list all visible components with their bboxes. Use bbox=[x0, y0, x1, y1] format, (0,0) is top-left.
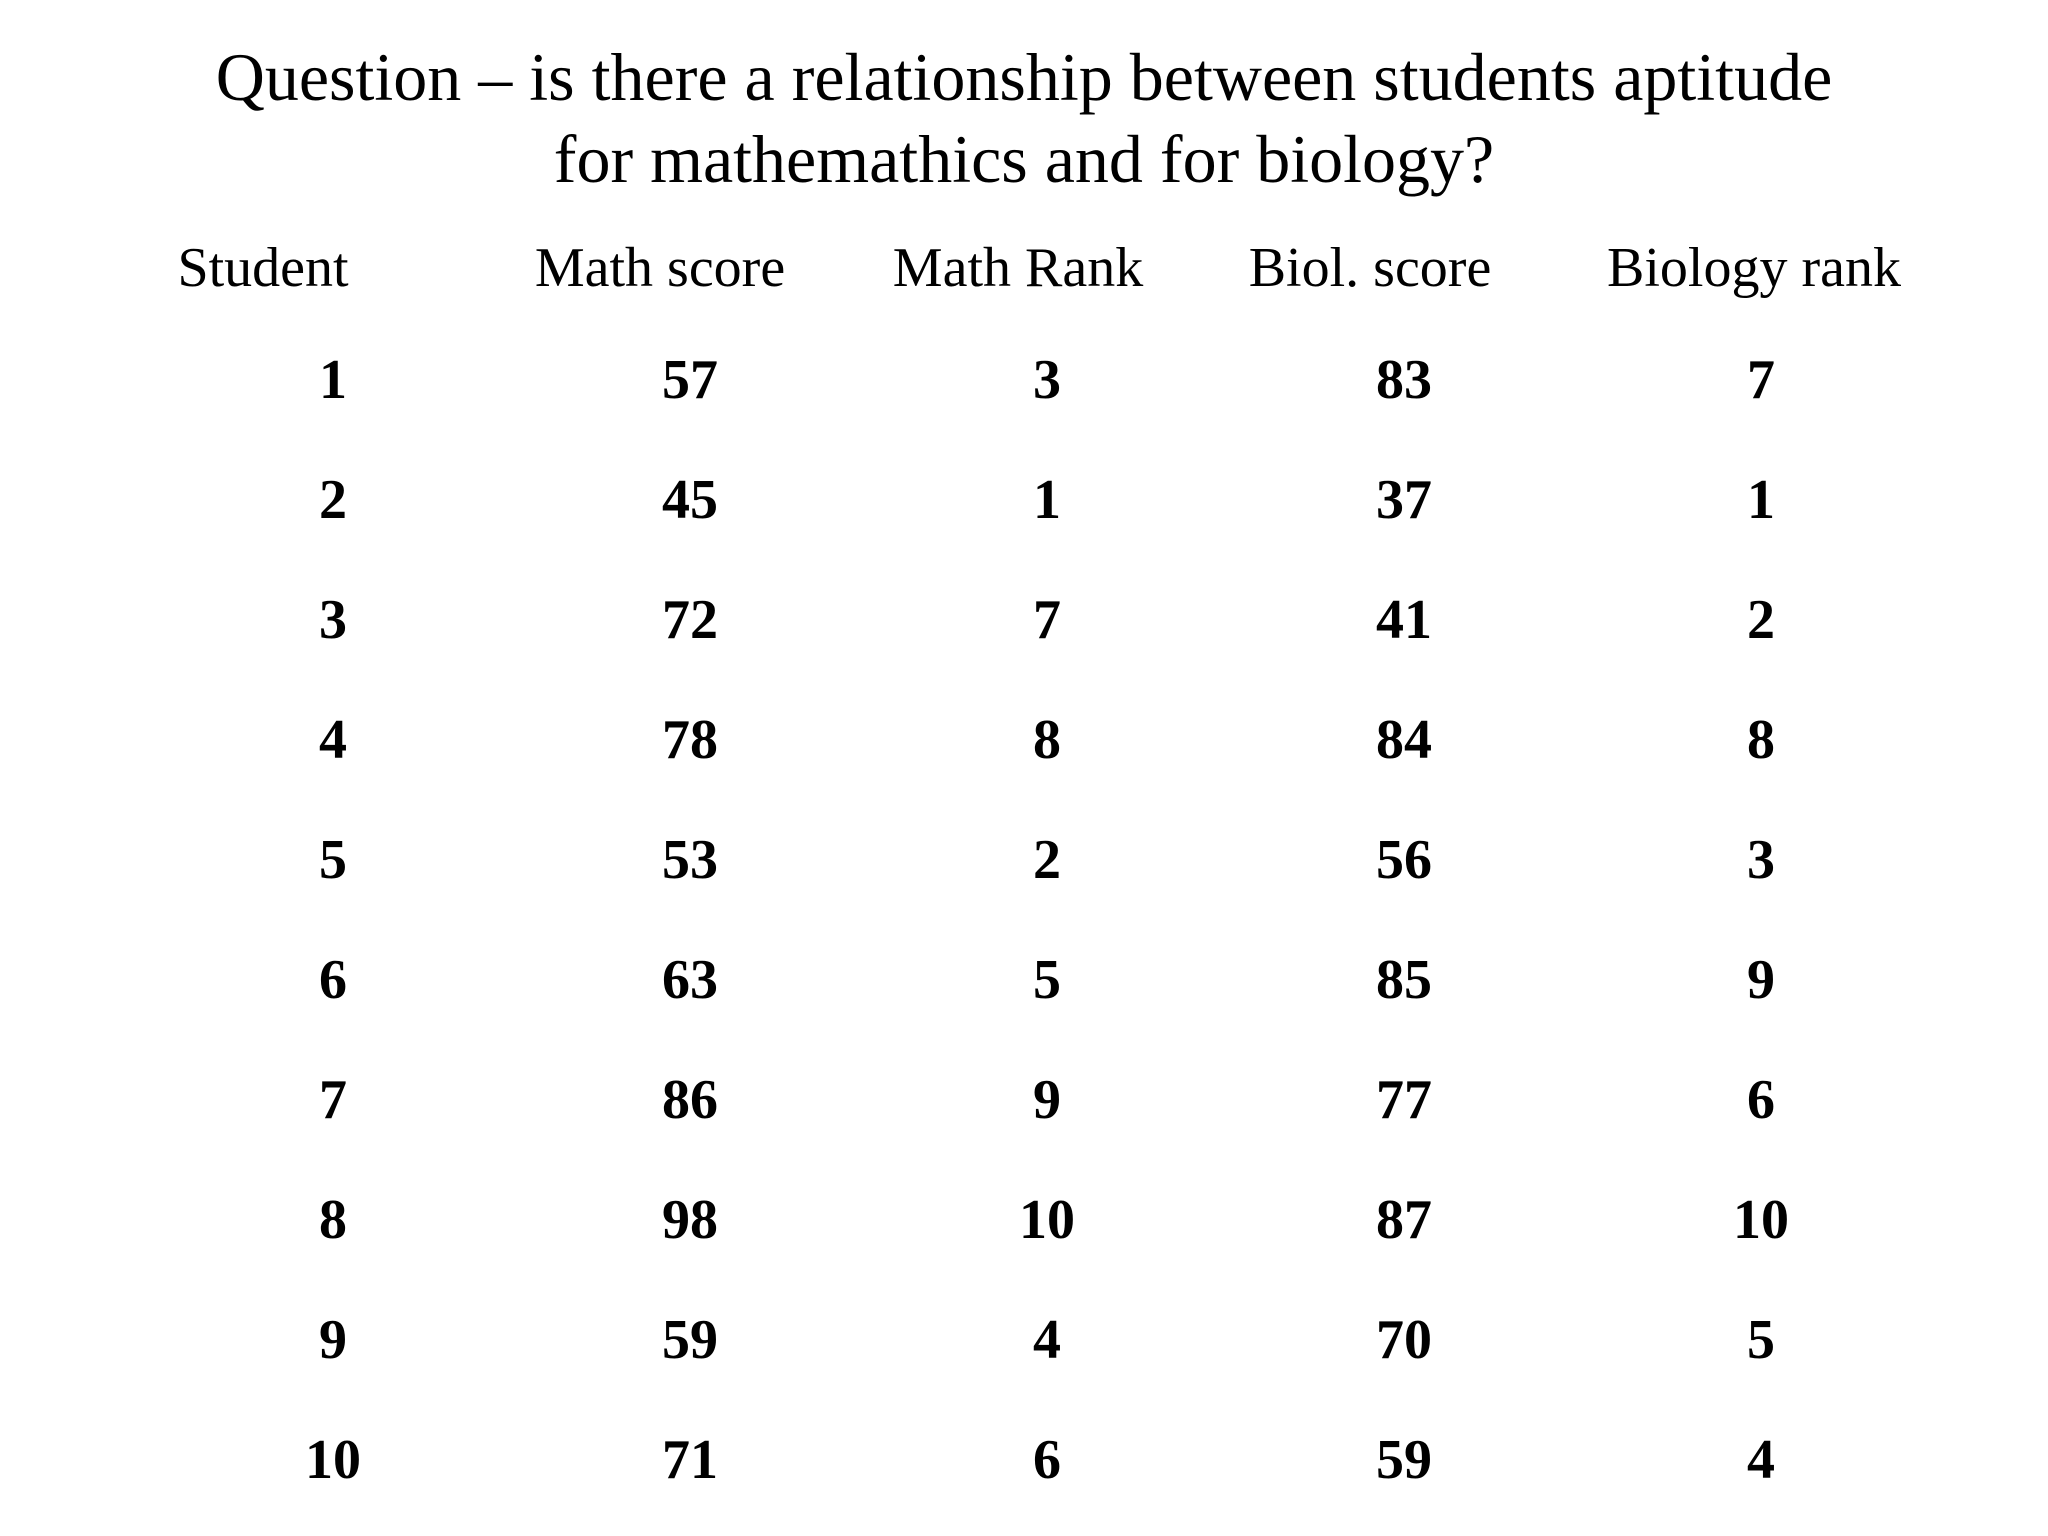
cell-math-score: 78 bbox=[662, 709, 718, 771]
cell-math-score: 59 bbox=[662, 1309, 718, 1371]
header-math-rank: Math Rank bbox=[892, 237, 1144, 299]
cell-student: 7 bbox=[319, 1069, 347, 1131]
cell-math-rank: 5 bbox=[1033, 949, 1061, 1011]
cell-biology-rank: 1 bbox=[1747, 469, 1775, 531]
cell-biol-score: 70 bbox=[1376, 1309, 1432, 1371]
cell-student: 3 bbox=[319, 589, 347, 651]
cell-math-score: 71 bbox=[662, 1429, 718, 1491]
cell-biology-rank: 9 bbox=[1747, 949, 1775, 1011]
cell-student: 8 bbox=[319, 1189, 347, 1251]
cell-biology-rank: 6 bbox=[1747, 1069, 1775, 1131]
cell-math-score: 57 bbox=[662, 349, 718, 411]
cell-student: 10 bbox=[305, 1429, 361, 1491]
slide-title: Question – is there a relationship betwe… bbox=[0, 36, 2048, 200]
cell-biol-score: 41 bbox=[1376, 589, 1432, 651]
cell-student: 6 bbox=[319, 949, 347, 1011]
title-line-1: Question – is there a relationship betwe… bbox=[215, 39, 1833, 115]
cell-math-score: 45 bbox=[662, 469, 718, 531]
cell-math-score: 98 bbox=[662, 1189, 718, 1251]
table-row: 7 86 9 77 6 bbox=[0, 1060, 2048, 1140]
cell-math-rank: 9 bbox=[1033, 1069, 1061, 1131]
cell-student: 5 bbox=[319, 829, 347, 891]
table-row: 8 98 10 87 10 bbox=[0, 1180, 2048, 1260]
cell-biol-score: 56 bbox=[1376, 829, 1432, 891]
table-row: 1 57 3 83 7 bbox=[0, 340, 2048, 420]
cell-biol-score: 77 bbox=[1376, 1069, 1432, 1131]
cell-math-rank: 3 bbox=[1033, 349, 1061, 411]
cell-student: 1 bbox=[319, 349, 347, 411]
cell-math-score: 72 bbox=[662, 589, 718, 651]
header-biology-rank: Biology rank bbox=[1607, 237, 1901, 299]
cell-math-score: 63 bbox=[662, 949, 718, 1011]
cell-math-rank: 10 bbox=[1019, 1189, 1075, 1251]
header-student: Student bbox=[177, 237, 349, 299]
header-biol-score: Biol. score bbox=[1248, 237, 1492, 299]
cell-biol-score: 84 bbox=[1376, 709, 1432, 771]
cell-biology-rank: 3 bbox=[1747, 829, 1775, 891]
cell-math-rank: 1 bbox=[1033, 469, 1061, 531]
cell-biol-score: 87 bbox=[1376, 1189, 1432, 1251]
cell-math-rank: 7 bbox=[1033, 589, 1061, 651]
cell-biology-rank: 4 bbox=[1747, 1429, 1775, 1491]
table-row: 2 45 1 37 1 bbox=[0, 460, 2048, 540]
table-row: 9 59 4 70 5 bbox=[0, 1300, 2048, 1380]
table-row: 4 78 8 84 8 bbox=[0, 700, 2048, 780]
cell-biology-rank: 7 bbox=[1747, 349, 1775, 411]
cell-biol-score: 59 bbox=[1376, 1429, 1432, 1491]
cell-student: 4 bbox=[319, 709, 347, 771]
table-row: 10 71 6 59 4 bbox=[0, 1420, 2048, 1500]
title-line-2: for mathemathics and for biology? bbox=[553, 121, 1495, 197]
cell-math-rank: 2 bbox=[1033, 829, 1061, 891]
cell-math-rank: 4 bbox=[1033, 1309, 1061, 1371]
cell-math-score: 86 bbox=[662, 1069, 718, 1131]
cell-biol-score: 83 bbox=[1376, 349, 1432, 411]
cell-biology-rank: 8 bbox=[1747, 709, 1775, 771]
cell-math-rank: 8 bbox=[1033, 709, 1061, 771]
cell-biol-score: 85 bbox=[1376, 949, 1432, 1011]
table-row: 3 72 7 41 2 bbox=[0, 580, 2048, 660]
table-row: 6 63 5 85 9 bbox=[0, 940, 2048, 1020]
cell-biol-score: 37 bbox=[1376, 469, 1432, 531]
header-math-score: Math score bbox=[534, 237, 786, 299]
cell-math-score: 53 bbox=[662, 829, 718, 891]
table-row: 5 53 2 56 3 bbox=[0, 820, 2048, 900]
cell-student: 2 bbox=[319, 469, 347, 531]
table-header: Student Math score Math Rank Biol. score… bbox=[0, 230, 2048, 306]
cell-biology-rank: 10 bbox=[1733, 1189, 1789, 1251]
cell-math-rank: 6 bbox=[1033, 1429, 1061, 1491]
cell-student: 9 bbox=[319, 1309, 347, 1371]
cell-biology-rank: 2 bbox=[1747, 589, 1775, 651]
cell-biology-rank: 5 bbox=[1747, 1309, 1775, 1371]
